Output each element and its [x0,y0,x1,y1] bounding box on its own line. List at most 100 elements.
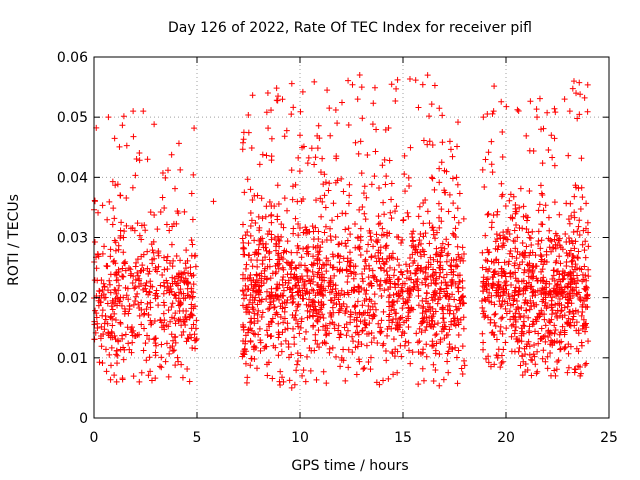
data-point [445,241,452,248]
data-point [95,209,102,216]
data-point [355,339,362,346]
data-point [268,231,275,238]
data-point [354,234,361,241]
data-point [530,147,537,154]
data-point [172,310,179,317]
data-point [265,125,272,132]
data-point [445,348,452,355]
data-point [575,248,582,255]
data-point [525,273,532,280]
data-point [513,306,520,313]
data-point [325,257,332,264]
data-point [436,273,443,280]
data-point [366,320,373,327]
data-point [554,291,561,298]
data-point [345,364,352,371]
data-point [381,287,388,294]
data-point [314,256,321,263]
data-point [439,139,446,146]
data-point [323,237,330,244]
data-point [126,346,133,353]
data-point [396,262,403,269]
data-point [240,291,247,298]
data-point [405,347,412,354]
data-point [279,276,286,283]
data-point [440,376,447,383]
data-point [320,285,327,292]
data-point [108,328,115,335]
data-point [152,349,159,356]
data-point [117,234,124,241]
data-point [555,237,562,244]
data-point [119,265,126,272]
data-point [479,166,486,173]
data-point [304,267,311,274]
data-point [360,278,367,285]
data-point [548,248,555,255]
data-point [498,180,505,187]
data-point [268,153,275,160]
data-point [527,297,534,304]
data-point [262,213,269,220]
data-point [186,331,193,338]
data-point [557,346,564,353]
data-point [268,285,275,292]
data-point [431,82,438,89]
data-point [111,332,118,339]
data-point [344,273,351,280]
data-point [549,245,556,252]
data-point [455,305,462,312]
data-point [356,358,363,365]
data-point [140,286,147,293]
data-point [426,321,433,328]
data-point [113,290,120,297]
data-point [313,376,320,383]
data-point [319,261,326,268]
data-point [363,295,370,302]
data-point [280,224,287,231]
data-point [389,250,396,257]
data-point [531,341,538,348]
data-point [163,221,170,228]
data-point [503,325,510,332]
data-point [299,88,306,95]
data-points [91,72,592,391]
data-point [297,132,303,139]
data-point [540,347,547,354]
data-point [244,176,251,183]
data-point [557,260,564,267]
data-point [288,289,295,296]
data-point [326,279,333,286]
data-point [329,344,336,351]
data-point [172,333,179,340]
data-point [189,294,196,301]
data-point [538,190,545,197]
data-point [510,313,517,320]
data-point [278,340,285,347]
data-point [359,302,366,309]
data-point [251,237,258,244]
data-point [117,319,124,326]
x-tick-label: 0 [90,430,99,446]
data-point [163,340,170,347]
data-point [420,220,427,227]
data-point [175,295,182,302]
data-point [493,352,500,359]
data-point [106,277,113,284]
data-point [310,273,317,280]
data-point [552,327,559,334]
data-point [569,308,576,315]
data-point [345,77,352,84]
data-point [429,318,436,324]
data-point [558,284,565,291]
data-point [109,322,116,329]
data-point [494,282,501,289]
data-point [184,279,191,286]
data-point [363,330,370,337]
data-point [259,309,266,316]
data-point [266,305,273,312]
data-point [336,259,343,266]
data-point [363,248,370,255]
data-point [119,375,126,382]
data-point [569,263,576,270]
